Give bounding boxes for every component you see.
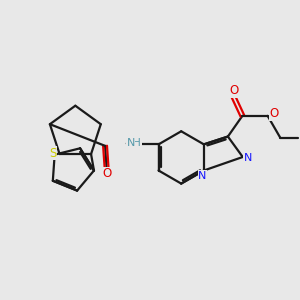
Text: O: O — [270, 107, 279, 120]
Text: O: O — [229, 84, 238, 97]
Text: H: H — [133, 138, 141, 148]
Text: N: N — [198, 171, 207, 181]
Text: O: O — [102, 167, 111, 180]
Text: N: N — [244, 154, 252, 164]
Text: S: S — [50, 147, 57, 160]
Text: N: N — [126, 138, 135, 148]
